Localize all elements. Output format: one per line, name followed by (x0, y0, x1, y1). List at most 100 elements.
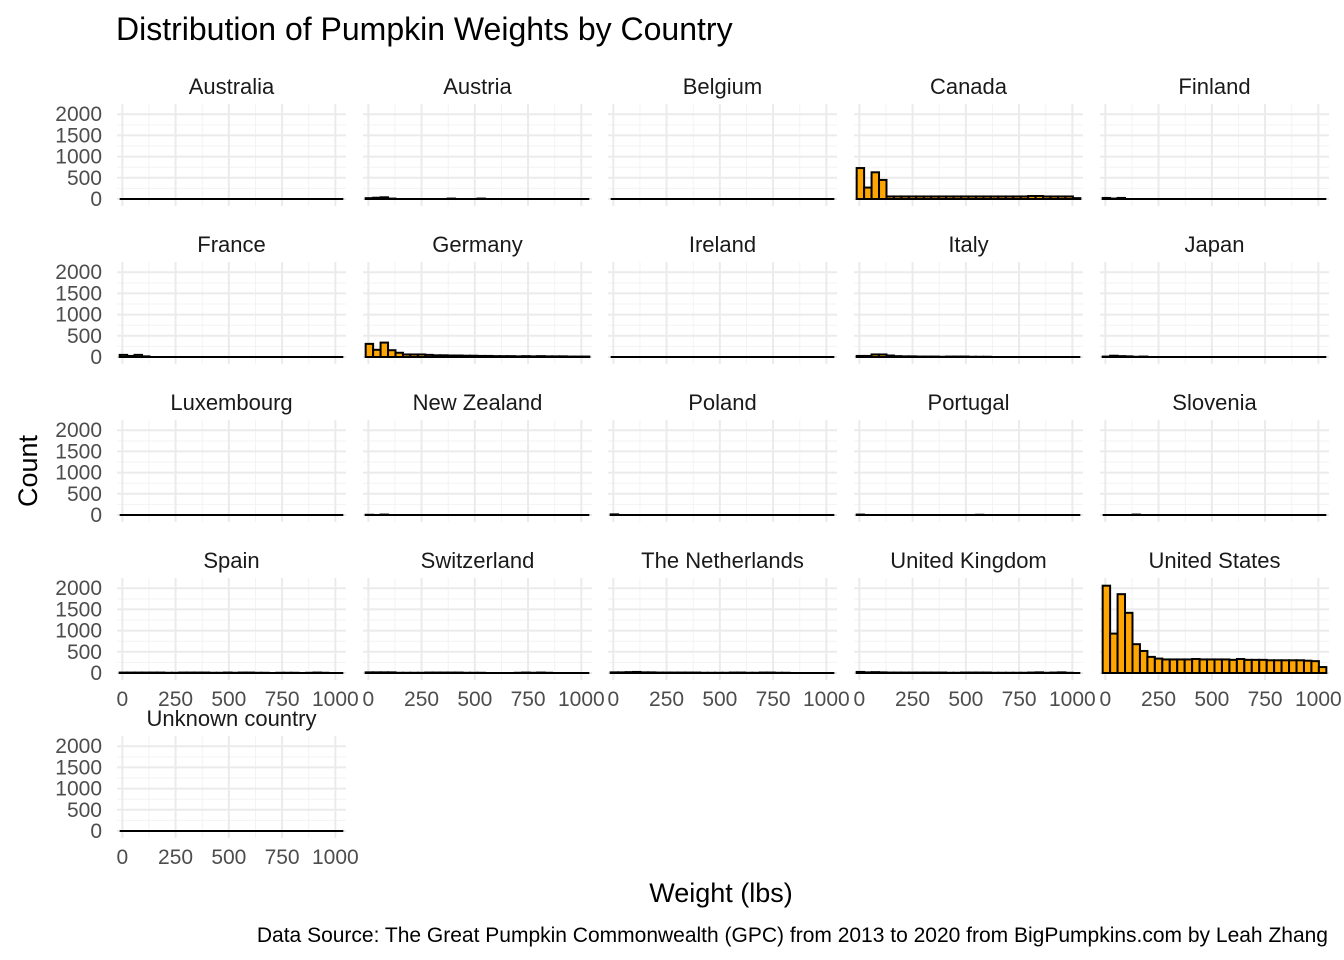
caption: Data Source: The Great Pumpkin Commonwea… (257, 924, 1328, 947)
facet-strip-label: Portugal (928, 390, 1010, 415)
histogram-bar (1146, 655, 1156, 675)
x-tick-label: 250 (158, 846, 193, 869)
histogram-bar (855, 167, 866, 200)
histogram-bar (870, 171, 881, 201)
facet-panel: The Netherlands 0 250 500 750 1000 (607, 548, 849, 711)
facet-panel: Slovenia (1100, 390, 1329, 522)
x-tick-label: 750 (265, 846, 300, 869)
histogram-bar (1124, 611, 1134, 674)
facet-panel: Austria (363, 74, 592, 206)
histogram-bar (1258, 658, 1268, 674)
facet-strip-label: Australia (189, 74, 275, 99)
facet-panel: Canada (854, 74, 1083, 206)
x-tick-label: 500 (211, 688, 246, 711)
histogram-bar (1213, 658, 1223, 675)
x-tick-label: 500 (948, 688, 983, 711)
facet-strip-label: Italy (948, 232, 988, 257)
histogram-bar (863, 186, 873, 201)
y-tick-label: 0 (90, 820, 102, 843)
facet-panel: Ireland (608, 232, 837, 364)
facet-strip-label: Belgium (683, 74, 762, 99)
x-tick-label: 0 (1099, 688, 1111, 711)
y-tick-label: 1500 (55, 124, 102, 147)
histogram-bar (1168, 658, 1179, 675)
histogram-bar (1153, 657, 1164, 674)
x-tick-label: 1000 (312, 688, 359, 711)
facet-strip-label: Ireland (689, 232, 756, 257)
histogram-bar (364, 342, 375, 359)
facet-panel: Germany (363, 232, 592, 364)
y-tick-label: 500 (67, 167, 102, 190)
y-tick-label: 1500 (55, 440, 102, 463)
x-tick-label: 500 (1194, 688, 1229, 711)
x-tick-label: 250 (158, 688, 193, 711)
y-axis-title: Count (13, 434, 43, 507)
chart-title: Distribution of Pumpkin Weights by Count… (116, 11, 733, 47)
facet-panel: Japan (1100, 232, 1329, 364)
x-tick-label: 1000 (1049, 688, 1096, 711)
x-tick-label: 0 (853, 688, 865, 711)
facet-panel: Switzerland 0 250 500 750 1000 (362, 548, 604, 711)
facet-strip-label: Japan (1185, 232, 1245, 257)
histogram-bar (1228, 658, 1238, 674)
histogram-bar (387, 349, 397, 359)
facet-strip-label: Poland (688, 390, 757, 415)
y-tick-label: 500 (67, 325, 102, 348)
x-tick-label: 750 (265, 688, 300, 711)
y-tick-label: 2000 (55, 261, 102, 284)
x-axis-title: Weight (lbs) (649, 878, 793, 908)
histogram-bar (1116, 593, 1127, 675)
histogram-bar (1220, 658, 1231, 675)
x-tick-label: 0 (362, 688, 374, 711)
y-tick-label: 2000 (55, 419, 102, 442)
facet-strip-label: Unknown country (147, 706, 317, 731)
histogram-bar (878, 178, 888, 201)
y-tick-label: 1500 (55, 756, 102, 779)
histogram-bar (379, 341, 390, 359)
x-tick-label: 1000 (1295, 688, 1342, 711)
facet-strip-label: France (197, 232, 265, 257)
facet-strip-label: United Kingdom (890, 548, 1047, 573)
y-tick-label: 0 (90, 504, 102, 527)
histogram-bar (1235, 658, 1246, 674)
histogram-bar (1250, 658, 1261, 674)
histogram-bar (1101, 584, 1112, 675)
x-tick-label: 750 (756, 688, 791, 711)
facet-strip-label: Canada (930, 74, 1008, 99)
histogram-bar (1302, 659, 1313, 675)
y-tick-label: 1500 (55, 598, 102, 621)
histogram-bar (1288, 659, 1298, 674)
y-tick-label: 500 (67, 641, 102, 664)
histogram-bar (1131, 643, 1141, 675)
x-tick-label: 500 (211, 846, 246, 869)
y-tick-label: 1000 (55, 778, 102, 801)
y-tick-label: 500 (67, 483, 102, 506)
y-tick-label: 2000 (55, 103, 102, 126)
facet-panel: New Zealand (363, 390, 592, 522)
histogram-bar (1310, 660, 1320, 675)
y-tick-label: 1000 (55, 146, 102, 169)
histogram-bar (1109, 632, 1119, 674)
facet-panel: Poland (608, 390, 837, 522)
y-tick-label: 1500 (55, 282, 102, 305)
histogram-bar (1198, 658, 1209, 675)
histogram-bar (1295, 659, 1305, 674)
histogram-bar (372, 348, 382, 358)
y-tick-label: 500 (67, 799, 102, 822)
x-tick-label: 750 (1248, 688, 1283, 711)
facet-strip-label: Finland (1178, 74, 1250, 99)
facet-strip-label: Luxembourg (170, 390, 292, 415)
x-tick-label: 750 (1002, 688, 1037, 711)
facet-strip-label: Slovenia (1172, 390, 1257, 415)
x-tick-label: 1000 (803, 688, 850, 711)
y-tick-label: 0 (90, 188, 102, 211)
y-tick-label: 1000 (55, 304, 102, 327)
histogram-bar (1183, 658, 1194, 675)
y-tick-label: 2000 (55, 735, 102, 758)
